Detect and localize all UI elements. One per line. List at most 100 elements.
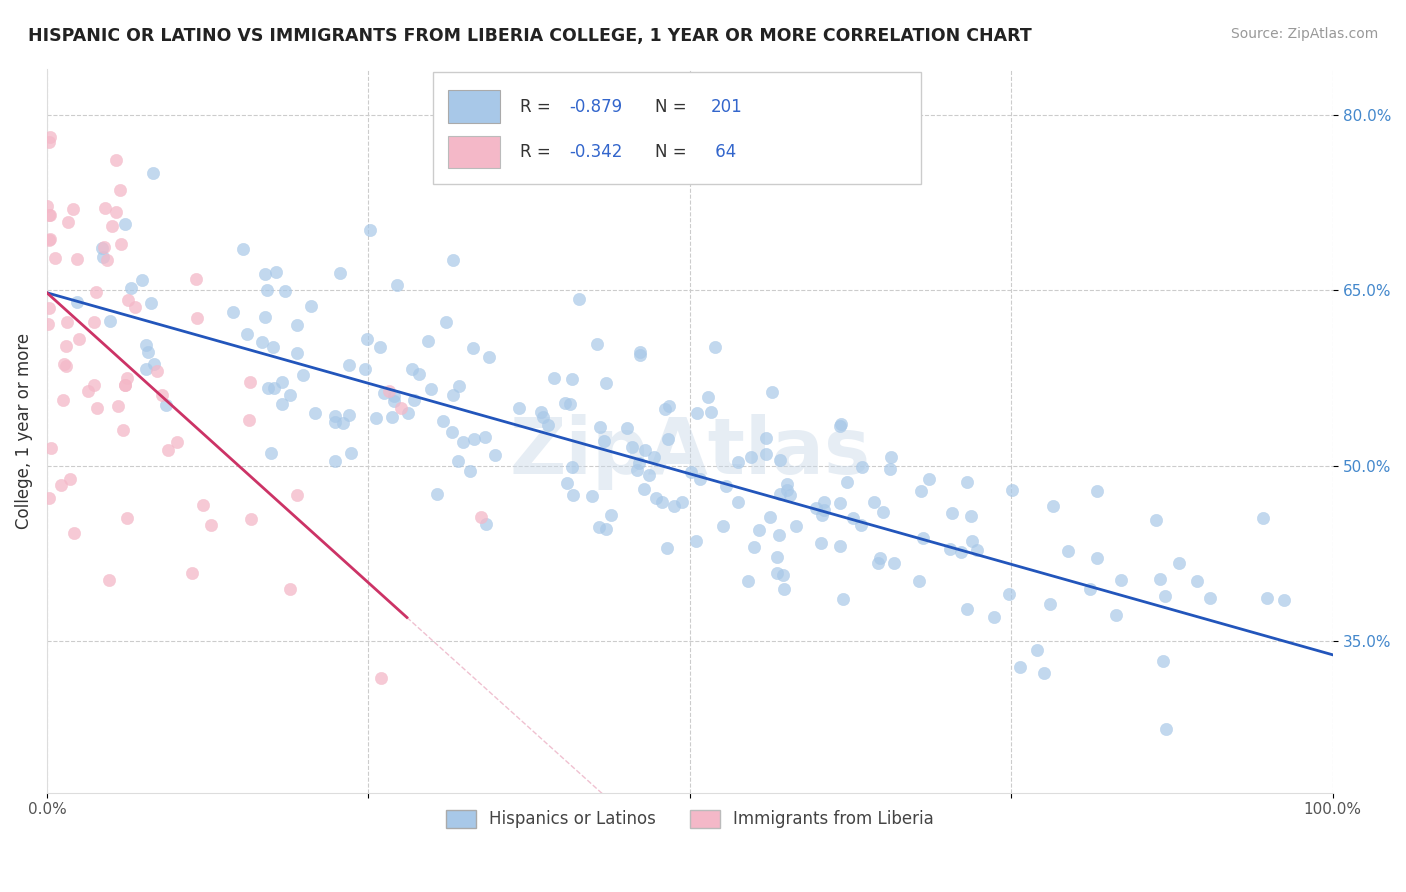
Point [432, 414, 454, 428]
Point [737, 574, 759, 588]
Point [416, 334, 439, 348]
Point [105, 204, 128, 219]
Text: ZipAtlas: ZipAtlas [509, 414, 870, 491]
Point [38, 208, 60, 222]
Point [651, 494, 673, 508]
Point [768, 527, 790, 541]
Point [96, 252, 118, 267]
Point [200, 517, 222, 532]
Point [337, 358, 360, 372]
Point [939, 542, 962, 557]
Point [956, 475, 979, 490]
Point [402, 393, 425, 408]
Point [941, 506, 963, 520]
Point [595, 522, 617, 536]
Point [55, 359, 77, 373]
Text: N =: N = [655, 97, 692, 116]
Point [447, 379, 470, 393]
Point [1154, 723, 1177, 737]
Point [271, 375, 294, 389]
Point [686, 406, 709, 420]
Point [359, 223, 381, 237]
Point [727, 455, 749, 469]
Point [107, 399, 129, 413]
Point [420, 382, 443, 396]
Point [1167, 556, 1189, 570]
Point [98, 314, 121, 328]
Point [114, 217, 136, 231]
Point [1026, 642, 1049, 657]
Point [287, 318, 309, 332]
Point [323, 409, 346, 424]
Point [1256, 591, 1278, 606]
Point [337, 408, 360, 422]
Point [84, 285, 107, 300]
Point [59, 471, 82, 485]
Point [1008, 659, 1031, 673]
Point [38, 135, 60, 149]
Text: 201: 201 [710, 97, 742, 116]
Point [1042, 499, 1064, 513]
Point [291, 368, 314, 382]
Point [765, 566, 787, 580]
Point [1033, 666, 1056, 681]
Point [654, 402, 676, 417]
Point [1039, 597, 1062, 611]
Text: HISPANIC OR LATINO VS IMMIGRANTS FROM LIBERIA COLLEGE, 1 YEAR OR MORE CORRELATIO: HISPANIC OR LATINO VS IMMIGRANTS FROM LI… [28, 27, 1032, 45]
Point [671, 495, 693, 509]
Point [474, 430, 496, 444]
Point [141, 295, 163, 310]
Point [368, 340, 391, 354]
Point [222, 305, 245, 319]
Point [278, 387, 301, 401]
Point [1001, 483, 1024, 497]
Point [340, 446, 363, 460]
Point [1153, 589, 1175, 603]
Point [704, 340, 727, 354]
Point [38, 207, 60, 221]
Point [484, 448, 506, 462]
Point [588, 420, 610, 434]
Point [862, 495, 884, 509]
Point [627, 456, 650, 470]
Point [41, 442, 63, 456]
Point [779, 488, 801, 502]
Point [595, 376, 617, 390]
Point [451, 434, 474, 449]
Point [643, 450, 665, 464]
Point [142, 166, 165, 180]
Point [408, 367, 430, 381]
Point [447, 454, 470, 468]
Point [581, 489, 603, 503]
Point [91, 250, 114, 264]
Point [136, 345, 159, 359]
Point [616, 421, 638, 435]
Point [568, 292, 591, 306]
Point [1111, 574, 1133, 588]
Point [811, 508, 834, 523]
Point [83, 378, 105, 392]
Text: R =: R = [520, 97, 557, 116]
Point [323, 415, 346, 429]
Point [810, 536, 832, 550]
Point [842, 511, 865, 525]
Point [628, 344, 651, 359]
Point [740, 450, 762, 464]
Point [105, 153, 128, 167]
Point [193, 498, 215, 512]
Point [711, 519, 734, 533]
Point [256, 283, 278, 297]
Point [441, 388, 464, 402]
Point [66, 295, 89, 310]
Point [458, 464, 481, 478]
Point [883, 556, 905, 570]
Point [700, 404, 723, 418]
Point [101, 219, 124, 233]
Point [373, 386, 395, 401]
Point [530, 404, 553, 418]
Point [115, 511, 138, 525]
Point [150, 388, 173, 402]
Point [588, 520, 610, 534]
Point [918, 472, 941, 486]
Point [557, 476, 579, 491]
